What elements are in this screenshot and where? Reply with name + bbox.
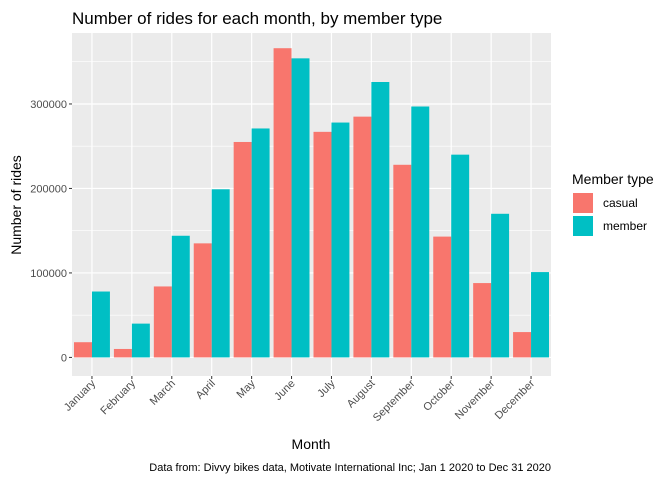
- bar-member-march: [171, 235, 190, 358]
- bar-casual-august: [353, 116, 372, 358]
- bar-casual-october: [433, 236, 452, 358]
- x-tick-label: March: [148, 378, 178, 408]
- bar-casual-december: [513, 332, 532, 358]
- x-tick-label: May: [235, 377, 259, 401]
- y-tick-label: 300000: [30, 99, 67, 111]
- bar-casual-july: [313, 131, 332, 358]
- x-tick-label: January: [62, 377, 99, 414]
- bar-casual-april: [193, 243, 212, 358]
- bar-member-october: [451, 154, 470, 358]
- x-tick-label: June: [272, 378, 297, 403]
- x-tick-label: July: [315, 377, 338, 400]
- bar-member-august: [371, 82, 390, 358]
- bar-member-april: [211, 189, 230, 358]
- legend-title: Member type: [572, 171, 654, 187]
- x-tick-label: February: [98, 377, 138, 417]
- bar-casual-january: [73, 342, 92, 358]
- bar-casual-november: [473, 283, 492, 358]
- chart-caption: Data from: Divvy bikes data, Motivate In…: [149, 462, 551, 474]
- y-axis-title: Number of rides: [8, 155, 24, 255]
- legend-key-casual: [573, 193, 593, 213]
- bar-casual-march: [153, 286, 172, 358]
- bar-member-december: [531, 272, 550, 358]
- x-tick-label: December: [493, 377, 538, 422]
- x-axis-title: Month: [292, 436, 331, 452]
- bar-casual-june: [273, 48, 292, 358]
- bars: [73, 48, 550, 358]
- x-tick-label: November: [453, 377, 498, 422]
- y-tick-label: 100000: [30, 268, 67, 280]
- legend-key-member: [573, 216, 593, 236]
- minor-gridlines: [72, 61, 551, 316]
- x-tick-label: September: [371, 377, 418, 424]
- bar-member-july: [331, 122, 350, 358]
- legend-label-member: member: [603, 219, 647, 233]
- y-tick-label: 200000: [30, 183, 67, 195]
- bar-member-june: [291, 58, 310, 358]
- bar-member-may: [251, 128, 270, 358]
- bar-member-january: [91, 291, 110, 358]
- bar-casual-may: [233, 141, 252, 358]
- chart-title: Number of rides for each month, by membe…: [72, 9, 442, 28]
- legend: Member type casual member: [572, 171, 654, 236]
- x-axis: January February March April May June July Augu…: [62, 376, 537, 424]
- bar-member-september: [411, 106, 430, 358]
- plot-panel: [72, 33, 551, 376]
- x-tick-label: April: [194, 378, 218, 402]
- legend-label-casual: casual: [603, 196, 638, 210]
- y-axis: 0 100000 200000 300000: [30, 99, 72, 364]
- y-tick-label: 0: [61, 352, 67, 364]
- bar-member-february: [131, 323, 150, 358]
- bar-casual-september: [393, 164, 412, 358]
- x-tick-label: August: [345, 378, 378, 411]
- bar-member-november: [491, 213, 510, 358]
- bar-casual-february: [113, 348, 132, 358]
- x-tick-label: October: [421, 377, 457, 413]
